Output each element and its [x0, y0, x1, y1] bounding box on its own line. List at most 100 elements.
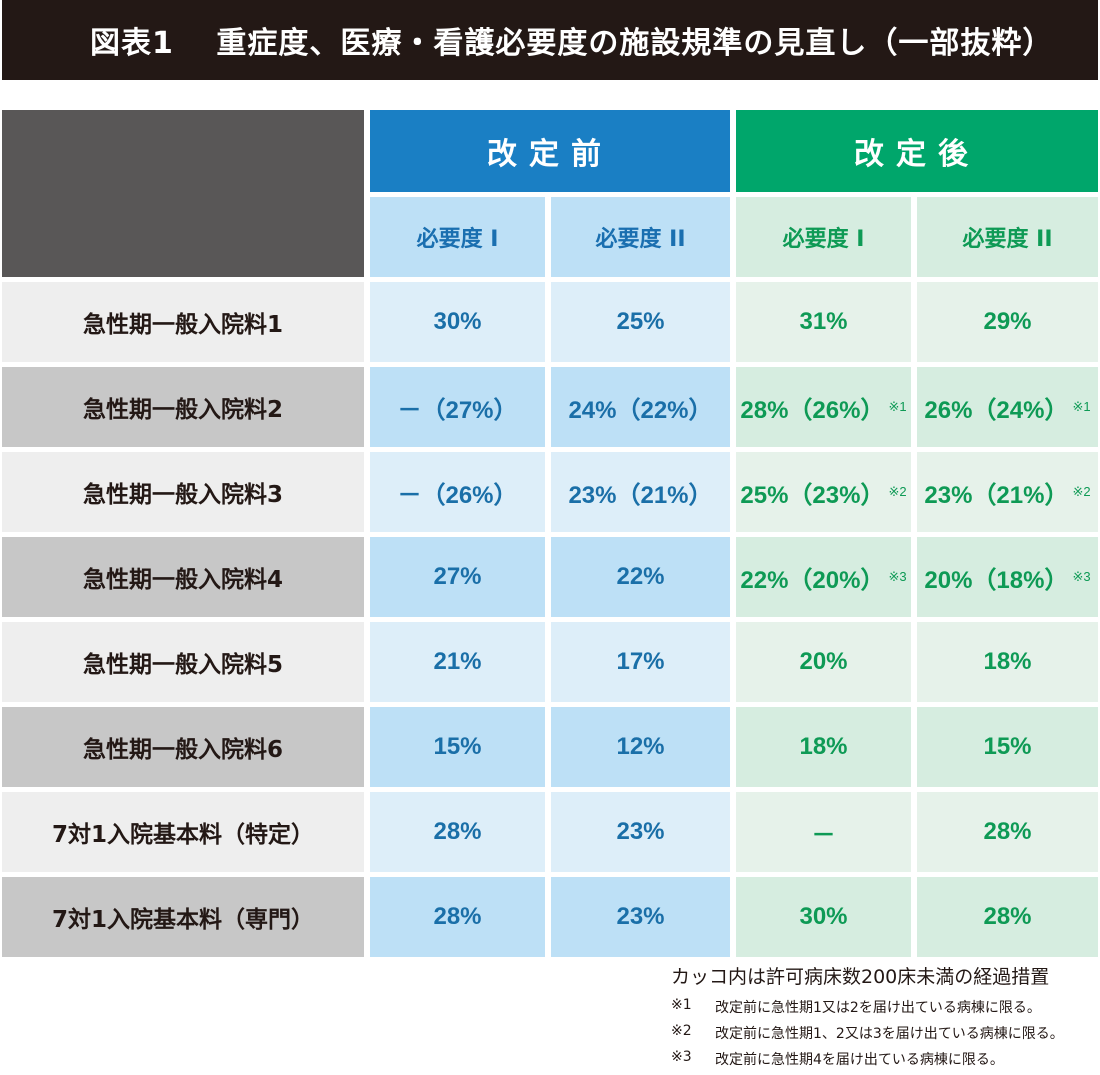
row-label: 急性期一般入院料1	[2, 282, 364, 362]
cell-before-1: 27%	[370, 537, 545, 617]
table-corner	[2, 110, 364, 277]
cell-after-2: 26%（24%） ※1	[917, 367, 1098, 447]
cell-before-1: －（26%）	[370, 452, 545, 532]
footnote-item: ※1 改定前に急性期1又は2を届け出ている病棟に限る。	[671, 997, 1064, 1023]
row-label: 7対1入院基本料（専門）	[2, 877, 364, 957]
cell-before-1-text: 21%	[433, 648, 482, 675]
cell-after-1-text: －	[811, 821, 836, 849]
row-label: 急性期一般入院料4	[2, 537, 364, 617]
footnote-ref: ※3	[888, 569, 907, 584]
footnote-ref: ※3	[1072, 569, 1091, 584]
figure-title: 図表1 重症度、医療・看護必要度の施設規準の見直し（一部抜粋）	[2, 0, 1098, 80]
cell-after-2-text: 15%	[983, 733, 1032, 760]
cell-before-2: 12%	[551, 707, 730, 787]
row-label: 急性期一般入院料5	[2, 622, 364, 702]
cell-before-2-text: 24%（22%）	[568, 396, 713, 424]
cell-before-1: 21%	[370, 622, 545, 702]
cell-before-1: 15%	[370, 707, 545, 787]
footnote-main: カッコ内は許可病床数200床未満の経過措置	[671, 966, 1050, 988]
cell-before-2-text: 23%	[616, 903, 665, 930]
cell-after-1: －	[736, 792, 911, 872]
cell-after-1-text: 22%（20%）	[740, 566, 885, 594]
row-label: 急性期一般入院料6	[2, 707, 364, 787]
cell-before-2: 23%	[551, 792, 730, 872]
cell-after-1-text: 28%（26%）	[740, 396, 885, 424]
row-label-text: 急性期一般入院料3	[82, 482, 283, 508]
footnote-text: 改定前に急性期1、2又は3を届け出ている病棟に限る。	[715, 1026, 1064, 1042]
footnote-mark: ※1	[671, 997, 692, 1013]
row-label: 急性期一般入院料2	[2, 367, 364, 447]
cell-after-1: 20%	[736, 622, 911, 702]
row-label-text: 急性期一般入院料5	[82, 652, 283, 678]
cell-after-2: 28%	[917, 792, 1098, 872]
subheader-after-2: 必要度 II	[917, 197, 1098, 277]
cell-before-2-text: 17%	[616, 648, 665, 675]
group-header-before: 改定前	[370, 110, 730, 192]
cell-before-1: 28%	[370, 792, 545, 872]
cell-after-1: 31%	[736, 282, 911, 362]
cell-before-1-text: －（26%）	[397, 481, 518, 509]
footnote-text: 改定前に急性期4を届け出ている病棟に限る。	[715, 1052, 1004, 1068]
cell-before-2-text: 25%	[616, 308, 665, 335]
cell-after-1: 25%（23%） ※2	[736, 452, 911, 532]
cell-before-1-text: 30%	[433, 308, 482, 335]
cell-after-2: 18%	[917, 622, 1098, 702]
cell-after-2: 28%	[917, 877, 1098, 957]
subheader-after-1: 必要度 I	[736, 197, 911, 277]
footnote-ref: ※1	[1072, 399, 1091, 414]
cell-after-2-text: 20%（18%）	[924, 566, 1069, 594]
footnote-ref: ※2	[1072, 484, 1091, 499]
footnote-ref: ※1	[888, 399, 907, 414]
subheader-before-1: 必要度 I	[370, 197, 545, 277]
row-label-text: 急性期一般入院料4	[82, 567, 283, 593]
cell-before-2-text: 22%	[616, 563, 665, 590]
cell-after-2: 20%（18%） ※3	[917, 537, 1098, 617]
footnote-mark: ※3	[671, 1049, 692, 1065]
footnote-item: ※3 改定前に急性期4を届け出ている病棟に限る。	[671, 1049, 1064, 1075]
cell-after-1-text: 18%	[799, 733, 848, 760]
row-label-text: 急性期一般入院料1	[82, 312, 283, 338]
row-label: 急性期一般入院料3	[2, 452, 364, 532]
cell-before-1: 28%	[370, 877, 545, 957]
cell-before-1: 30%	[370, 282, 545, 362]
cell-before-1: －（27%）	[370, 367, 545, 447]
cell-before-2-text: 23%	[616, 818, 665, 845]
cell-after-1-text: 31%	[799, 308, 848, 335]
cell-before-1-text: 27%	[433, 563, 482, 590]
footnote-ref: ※2	[888, 484, 907, 499]
footnotes: カッコ内は許可病床数200床未満の経過措置 ※1 改定前に急性期1又は2を届け出…	[671, 962, 1064, 1075]
cell-after-2-text: 26%（24%）	[924, 396, 1069, 424]
cell-before-1-text: 28%	[433, 903, 482, 930]
cell-before-1-text: 28%	[433, 818, 482, 845]
cell-after-2: 23%（21%） ※2	[917, 452, 1098, 532]
cell-after-1-text: 30%	[799, 903, 848, 930]
cell-after-1-text: 25%（23%）	[740, 481, 885, 509]
cell-after-2-text: 29%	[983, 308, 1032, 335]
footnote-text: 改定前に急性期1又は2を届け出ている病棟に限る。	[715, 1000, 1041, 1016]
group-header-after: 改定後	[736, 110, 1098, 192]
cell-before-2: 24%（22%）	[551, 367, 730, 447]
cell-before-2: 17%	[551, 622, 730, 702]
cell-before-2-text: 23%（21%）	[568, 481, 713, 509]
cell-after-1-text: 20%	[799, 648, 848, 675]
cell-before-2: 23%	[551, 877, 730, 957]
cell-before-2: 25%	[551, 282, 730, 362]
cell-after-1: 22%（20%） ※3	[736, 537, 911, 617]
cell-after-2-text: 28%	[983, 903, 1032, 930]
cell-after-2: 29%	[917, 282, 1098, 362]
cell-after-1: 28%（26%） ※1	[736, 367, 911, 447]
footnote-item: ※2 改定前に急性期1、2又は3を届け出ている病棟に限る。	[671, 1023, 1064, 1049]
cell-before-2-text: 12%	[616, 733, 665, 760]
row-label: 7対1入院基本料（特定）	[2, 792, 364, 872]
footnote-mark: ※2	[671, 1023, 692, 1039]
cell-after-2-text: 18%	[983, 648, 1032, 675]
cell-before-1-text: 15%	[433, 733, 482, 760]
cell-before-2: 23%（21%）	[551, 452, 730, 532]
row-label-text: 7対1入院基本料（特定）	[51, 822, 314, 848]
cell-after-2-text: 28%	[983, 818, 1032, 845]
cell-after-1: 30%	[736, 877, 911, 957]
row-label-text: 7対1入院基本料（専門）	[51, 907, 314, 933]
row-label-text: 急性期一般入院料2	[82, 397, 283, 423]
cell-before-1-text: －（27%）	[397, 396, 518, 424]
cell-before-2: 22%	[551, 537, 730, 617]
